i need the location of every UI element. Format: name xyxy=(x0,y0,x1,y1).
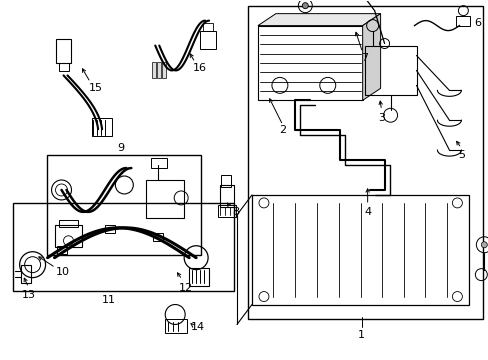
Bar xyxy=(258,26,362,100)
Bar xyxy=(57,246,66,254)
Bar xyxy=(189,268,209,285)
Bar xyxy=(151,158,167,168)
Text: 5: 5 xyxy=(457,150,464,160)
Bar xyxy=(92,118,112,136)
Bar xyxy=(152,233,162,242)
Text: 3: 3 xyxy=(377,113,385,123)
Text: 14: 14 xyxy=(191,323,205,332)
Text: 9: 9 xyxy=(117,143,123,153)
Bar xyxy=(247,6,482,319)
Text: 11: 11 xyxy=(101,294,115,305)
Polygon shape xyxy=(258,14,380,26)
Text: 13: 13 xyxy=(21,289,36,300)
Bar xyxy=(152,62,156,78)
Bar xyxy=(251,195,468,305)
Bar xyxy=(56,39,71,63)
Bar xyxy=(165,319,187,333)
Bar xyxy=(13,203,234,291)
Text: 8: 8 xyxy=(232,207,239,217)
Bar xyxy=(20,265,31,283)
Bar xyxy=(203,23,213,31)
Text: 16: 16 xyxy=(193,63,207,73)
Bar xyxy=(157,62,161,78)
Bar xyxy=(220,185,234,207)
Bar xyxy=(59,220,78,227)
Circle shape xyxy=(480,242,487,248)
Bar xyxy=(364,45,416,95)
Circle shape xyxy=(302,3,308,9)
Bar xyxy=(455,15,469,26)
Bar xyxy=(55,225,82,247)
Text: 15: 15 xyxy=(88,84,102,93)
Text: 2: 2 xyxy=(279,125,286,135)
Bar xyxy=(104,225,114,233)
Polygon shape xyxy=(362,14,380,100)
Bar xyxy=(221,175,230,187)
Text: 7: 7 xyxy=(360,54,367,63)
Bar xyxy=(162,62,166,78)
Bar xyxy=(146,180,184,218)
Bar xyxy=(200,31,216,49)
Bar xyxy=(218,205,236,217)
Text: 6: 6 xyxy=(473,18,480,28)
Text: 1: 1 xyxy=(357,330,365,341)
Text: 12: 12 xyxy=(179,283,193,293)
Bar xyxy=(46,155,201,255)
Bar xyxy=(59,63,68,71)
Text: 4: 4 xyxy=(364,207,370,217)
Text: 10: 10 xyxy=(56,267,69,276)
